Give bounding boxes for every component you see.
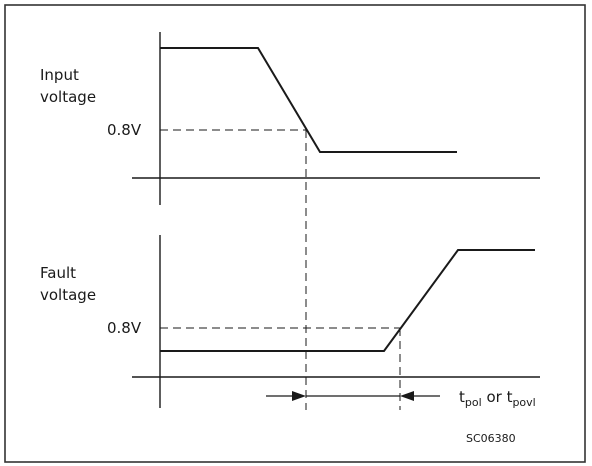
input-voltage-waveform — [160, 47, 457, 153]
t-pol-subscript: pol — [465, 396, 482, 409]
fault-label-line2: voltage — [40, 286, 96, 304]
t-povl-subscript: povl — [512, 396, 535, 409]
fault-label-line1: Fault — [40, 264, 76, 282]
right-arrow-head — [400, 391, 414, 401]
input-label-line1: Input — [40, 66, 79, 84]
input-label-line2: voltage — [40, 88, 96, 106]
timing-connector: or — [482, 388, 507, 406]
input-threshold-label: 0.8V — [107, 121, 142, 139]
figure-code: SC06380 — [466, 432, 516, 445]
input-voltage-panel: Input voltage 0.8V — [40, 32, 540, 205]
t-povl-base: t — [507, 388, 513, 406]
figure-frame — [4, 4, 586, 463]
timing-label: tpol or tpovl — [459, 388, 536, 409]
fault-voltage-waveform — [160, 249, 535, 352]
timing-interval — [266, 391, 440, 401]
left-arrow-head — [292, 391, 306, 401]
fault-voltage-panel: Fault voltage 0.8V — [40, 235, 540, 408]
t-pol-base: t — [459, 388, 465, 406]
fault-threshold-label: 0.8V — [107, 319, 142, 337]
